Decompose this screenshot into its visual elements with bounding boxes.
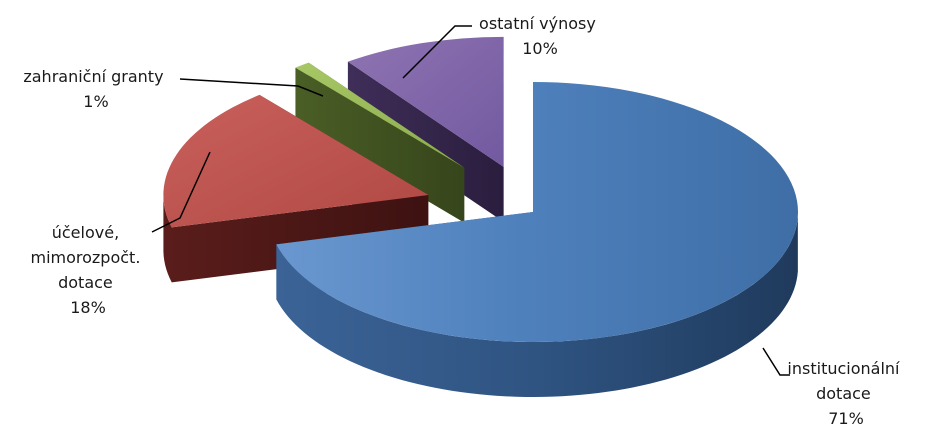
leader-line-zahranicni: [179, 78, 324, 97]
slice-value-institucionalni: 71%: [828, 409, 864, 428]
slice-side-zahranicni: [295, 62, 465, 223]
leader-line-ucelove: [151, 151, 211, 233]
slice-value-zahranicni: 1%: [83, 92, 108, 111]
slice-label-institucionalni-line2: dotace: [816, 384, 871, 403]
leader-line-institucionalni: [762, 347, 790, 376]
slice-label-ostatni-line1: ostatní výnosy: [479, 14, 596, 33]
slice-label-ucelove: účelové, mimorozpočt. dotace 18%: [30, 223, 145, 317]
slice-label-ucelove-line1: účelové,: [52, 223, 119, 242]
leader-line-ostatni: [402, 25, 472, 79]
slice-label-ostatni: ostatní výnosy 10%: [479, 14, 601, 58]
slice-value-ucelove: 18%: [70, 298, 106, 317]
slice-ucelove: [163, 94, 429, 228]
slice-label-ucelove-line2: mimorozpočt.: [30, 248, 140, 267]
slice-label-ucelove-line3: dotace: [58, 273, 113, 292]
slice-label-institucionalni-line1: institucionální: [787, 359, 900, 378]
slice-side-ostatni: [347, 36, 504, 222]
slice-zahranicni: [295, 62, 465, 168]
slice-value-ostatni: 10%: [522, 39, 558, 58]
slice-label-zahranicni: zahraniční granty 1%: [23, 67, 168, 111]
slice-institucionalni: [276, 82, 799, 342]
slice-label-institucionalni: institucionální dotace 71%: [787, 359, 904, 428]
slice-ostatni: [347, 36, 504, 167]
slice-label-zahranicni-line1: zahraniční granty: [23, 67, 163, 86]
